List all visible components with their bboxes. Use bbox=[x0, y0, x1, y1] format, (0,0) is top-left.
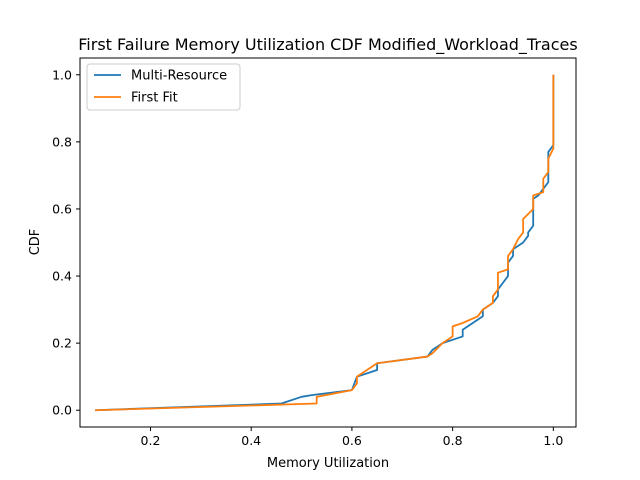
y-axis-label: CDF bbox=[28, 229, 43, 256]
y-tick-label: 0.2 bbox=[52, 336, 72, 351]
x-axis-label: Memory Utilization bbox=[267, 456, 389, 471]
y-tick-label: 1.0 bbox=[52, 67, 72, 82]
x-tick-label: 0.4 bbox=[241, 433, 261, 448]
x-tick-label: 0.6 bbox=[342, 433, 362, 448]
plot-area: 0.2 0.4 0.6 0.8 1.0 0.0 0.2 0.4 0.6 0.8 1.0 bbox=[52, 57, 577, 448]
legend-label: First Fit bbox=[131, 91, 178, 106]
legend: Multi-Resource First Fit bbox=[86, 63, 241, 111]
x-tick-label: 0.2 bbox=[141, 433, 161, 448]
legend-label: Multi-Resource bbox=[131, 69, 227, 84]
axes-frame bbox=[79, 57, 577, 428]
y-tick-label: 0.4 bbox=[52, 269, 72, 284]
chart-title: First Failure Memory Utilization CDF Mod… bbox=[78, 35, 577, 55]
y-tick-label: 0.6 bbox=[52, 201, 72, 216]
x-tick-label: 0.8 bbox=[443, 433, 463, 448]
y-tick-label: 0.8 bbox=[52, 134, 72, 149]
legend-box bbox=[86, 63, 241, 111]
y-tick-label: 0.0 bbox=[52, 403, 72, 418]
x-tick-label: 1.0 bbox=[543, 433, 563, 448]
series-line-2 bbox=[95, 74, 555, 412]
